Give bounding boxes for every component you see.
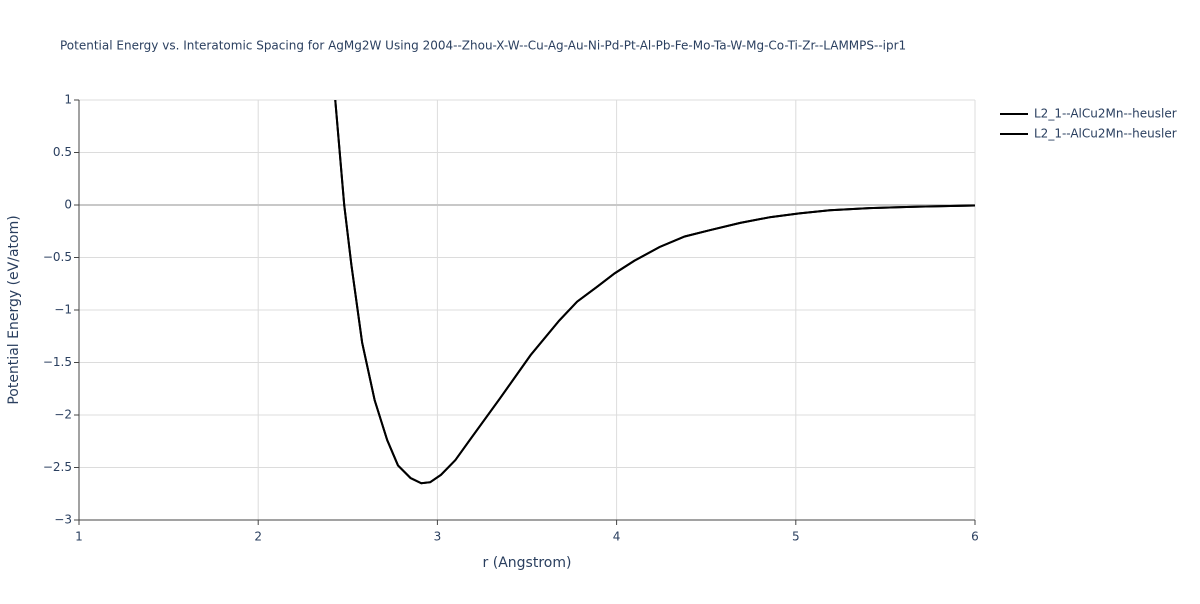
y-tick-label: −1 [54, 303, 72, 317]
y-tick-label: 1 [64, 93, 72, 107]
y-tick-label: −1.5 [43, 355, 72, 369]
chart-title: Potential Energy vs. Interatomic Spacing… [60, 39, 906, 53]
y-tick-label: −2.5 [43, 460, 72, 474]
x-tick-label: 2 [254, 530, 262, 544]
y-tick-label: 0.5 [53, 145, 72, 159]
y-tick-label: −0.5 [43, 250, 72, 264]
y-tick-label: −2 [54, 408, 72, 422]
y-tick-label: −3 [54, 513, 72, 527]
x-tick-label: 3 [434, 530, 442, 544]
y-tick-label: 0 [64, 198, 72, 212]
x-axis-label: r (Angstrom) [483, 555, 572, 571]
line-series [334, 100, 975, 485]
legend-entry: L2_1--AlCu2Mn--heusler [1034, 107, 1177, 121]
legend-entry: L2_1--AlCu2Mn--heusler [1034, 127, 1177, 141]
x-tick-label: 5 [792, 530, 800, 544]
x-tick-label: 1 [75, 530, 83, 544]
x-tick-label: 6 [971, 530, 979, 544]
y-axis-label: Potential Energy (eV/atom) [6, 215, 22, 404]
x-tick-label: 4 [613, 530, 621, 544]
line-series [334, 100, 975, 485]
